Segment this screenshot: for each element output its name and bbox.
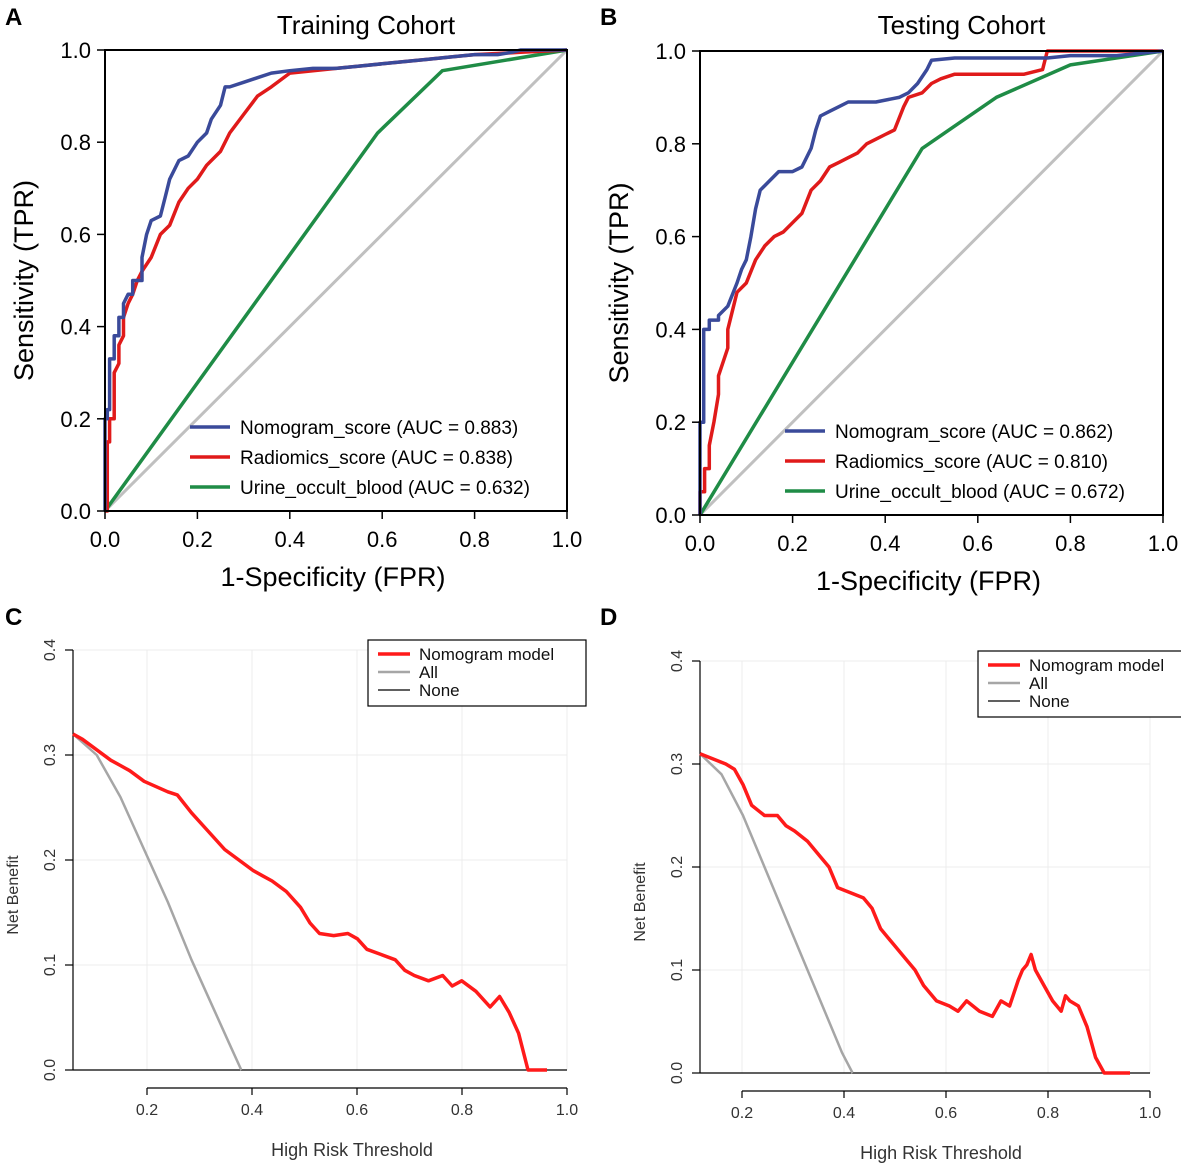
y-tick-label: 1.0 [60,38,91,63]
y-tick-label: 0.1 [42,954,59,976]
x-tick-label: 0.2 [182,527,213,552]
y-axis-label: Sensitivity (TPR) [9,180,39,381]
panel-label: D [600,604,617,631]
x-tick-label: 0.4 [275,527,306,552]
x-tick-label: 0.4 [870,531,901,556]
x-tick-label: 0.8 [451,1102,473,1119]
panel-d: D 0.0 0.1 0.2 0.3 0.4 0.2 0.4 0.6 0.8 1.0 High Risk… [600,604,1181,1163]
panel-label: C [5,604,22,631]
y-tick-label: 0.3 [42,744,59,766]
x-tick-label: 0.4 [241,1102,263,1119]
panel-label: A [5,4,22,31]
y-tick-label: 0.6 [60,222,91,247]
series-line-all [699,752,854,1074]
chart-title: Training Cohort [277,10,456,40]
y-tick-label: 0.0 [60,499,91,524]
y-tick-label: 0.4 [669,650,686,672]
legend-label: Nomogram model [1029,656,1164,675]
y-axis-label: Net Benefit [5,855,22,935]
y-axis-label: Sensitivity (TPR) [604,182,634,383]
x-tick-label: 1.0 [552,527,583,552]
y-tick-label: 0.6 [655,225,686,250]
x-tick-label: 0.8 [1055,531,1086,556]
plot-frame [104,49,568,512]
plot-frame [699,50,1164,516]
y-tick-label: 0.8 [655,132,686,157]
legend-label: Urine_occult_blood (AUC = 0.672) [835,482,1125,503]
legend-box [977,650,1181,718]
legend-label: Urine_occult_blood (AUC = 0.632) [240,478,530,499]
legend-label: All [419,663,438,682]
x-tick-label: 0.0 [90,527,121,552]
y-tick-label: 0.4 [655,317,686,342]
series-line-all [72,733,243,1071]
panel-label: B [600,4,617,31]
x-tick-label: 0.6 [346,1102,368,1119]
x-tick-label: 1.0 [1148,531,1179,556]
x-axis-label: 1-Specificity (FPR) [816,566,1041,596]
legend-label: All [1029,674,1048,693]
series-line-urine-occult-blood [103,48,568,513]
x-tick-label: 0.6 [963,531,994,556]
x-axis-label: High Risk Threshold [860,1143,1022,1163]
reference-diagonal [103,48,569,513]
legend-label: Nomogram_score (AUC = 0.862) [835,422,1113,443]
y-tick-label: 0.2 [669,856,686,878]
y-tick-label: 0.8 [60,130,91,155]
series-line-nomogram-score [103,48,567,511]
legend-label: None [419,681,460,700]
y-tick-label: 0.2 [42,849,59,871]
legend-label: Nomogram_score (AUC = 0.883) [240,418,518,439]
chart-title: Testing Cohort [878,10,1046,40]
x-tick-label: 0.2 [731,1105,753,1122]
y-tick-label: 0.3 [669,753,686,775]
y-tick-label: 1.0 [655,39,686,64]
x-tick-label: 0.4 [833,1105,855,1122]
series-line-nomogram-score [698,49,1164,515]
x-tick-label: 0.6 [367,527,398,552]
series-line-nomogram-model [699,752,1130,1075]
x-tick-label: 1.0 [556,1102,578,1119]
y-tick-label: 0.4 [42,639,59,661]
x-tick-label: 0.2 [777,531,808,556]
x-axis-label: 1-Specificity (FPR) [220,562,445,592]
y-tick-label: 0.0 [655,503,686,528]
reference-diagonal [698,49,1165,517]
y-tick-label: 0.0 [669,1062,686,1084]
legend-label: Radiomics_score (AUC = 0.838) [240,448,513,469]
y-tick-label: 0.0 [42,1059,59,1081]
y-tick-label: 0.1 [669,959,686,981]
x-axis-label: High Risk Threshold [271,1140,433,1160]
panel-c: C 0.0 0.1 0.2 0.3 0.4 0.2 0.4 0.6 0.8 1.0 High Risk… [5,604,587,1160]
panel-a: A Training Cohort 0.0 0.2 0.4 0.6 0.8 1.0 0.0 0.2… [5,4,582,592]
x-tick-label: 0.6 [935,1105,957,1122]
series-line-nomogram-model [72,732,547,1072]
x-tick-label: 0.8 [459,527,490,552]
legend-label: None [1029,692,1070,711]
y-tick-label: 0.4 [60,315,91,340]
legend-label: Radiomics_score (AUC = 0.810) [835,452,1108,473]
y-tick-label: 0.2 [655,410,686,435]
y-axis-label: Net Benefit [632,862,649,942]
x-tick-label: 0.8 [1037,1105,1059,1122]
series-line-radiomics-score [698,49,1163,515]
x-tick-label: 1.0 [1139,1105,1161,1122]
panel-b: B Testing Cohort 0.0 0.2 0.4 0.6 0.8 1.0 0.0 0.2 0… [600,4,1178,596]
legend-label: Nomogram model [419,645,554,664]
y-tick-label: 0.2 [60,407,91,432]
x-tick-label: 0.2 [136,1102,158,1119]
series-line-urine-occult-blood [698,49,1164,516]
x-tick-label: 0.0 [685,531,716,556]
